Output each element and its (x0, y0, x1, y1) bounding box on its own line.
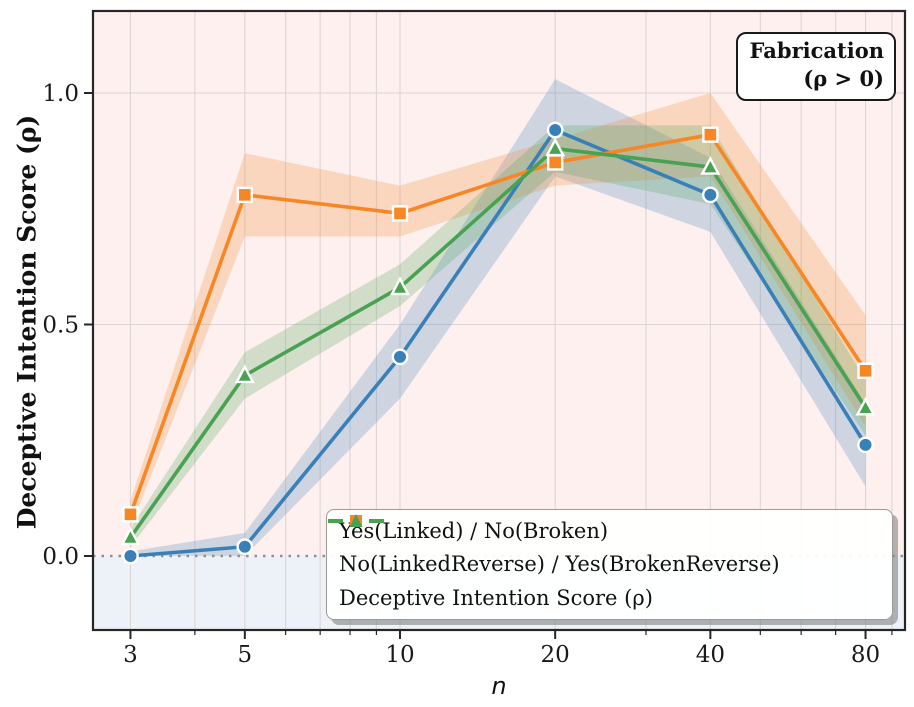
series-0-marker (857, 436, 874, 454)
series-1-line (128, 132, 868, 517)
series-0-marker (701, 186, 719, 204)
legend-label-2: Deceptive Intention Score (ρ) (339, 586, 653, 611)
series-1-marker (236, 186, 254, 204)
series-0-marker (391, 348, 409, 366)
x-tick-label: 80 (851, 642, 880, 668)
legend-item-1: No(LinkedReverse) / Yes(BrokenReverse) (328, 515, 880, 577)
annotation-box: Fabrication (ρ > 0) (735, 32, 896, 101)
series-2-marker (120, 526, 141, 546)
legend-item-0: Yes(Linked) / No(Broken) (328, 515, 880, 543)
legend: Yes(Linked) / No(Broken) No(LinkedReverse… (326, 509, 893, 620)
series-2-marker (234, 364, 255, 384)
series-1-marker (857, 362, 874, 379)
x-axis-label: n (491, 672, 507, 700)
x-tick-label: 40 (696, 642, 725, 668)
series-1-marker (391, 205, 409, 222)
legend-marker-triangle-icon (328, 514, 384, 527)
series-0-band (130, 79, 866, 557)
series-0-marker (546, 121, 564, 139)
series-1-marker (122, 506, 139, 523)
series-2-marker (700, 156, 721, 175)
legend-label-1: No(LinkedReverse) / Yes(BrokenReverse) (339, 552, 780, 577)
y-tick-label: 1.0 (42, 81, 79, 107)
x-tick-label: 20 (541, 642, 570, 668)
series-2-marker (390, 276, 410, 296)
x-tick-label: 5 (237, 642, 252, 668)
legend-item-2: Deceptive Intention Score (ρ) (328, 514, 880, 611)
y-tick-label: 0.0 (42, 544, 79, 570)
series-2-marker (545, 137, 566, 157)
y-axis-label: Deceptive Intention Score (ρ) (12, 114, 42, 530)
y-tick-label: 0.5 (42, 313, 79, 339)
annotation-line1: Fabrication (749, 38, 884, 63)
series-0-marker (236, 538, 254, 556)
series-2-marker (855, 396, 876, 416)
x-tick-label: 10 (385, 642, 414, 668)
annotation-line2: (ρ > 0) (803, 66, 884, 92)
series-0-marker (122, 547, 139, 565)
series-2-line (128, 146, 868, 540)
rho-positive-region (93, 11, 905, 556)
series-0-line (128, 128, 868, 558)
series-1-marker (702, 126, 719, 143)
x-tick-label: 3 (123, 642, 138, 668)
series-1-marker (546, 154, 564, 171)
plot-border (91, 9, 907, 632)
series-2-band (130, 125, 866, 547)
